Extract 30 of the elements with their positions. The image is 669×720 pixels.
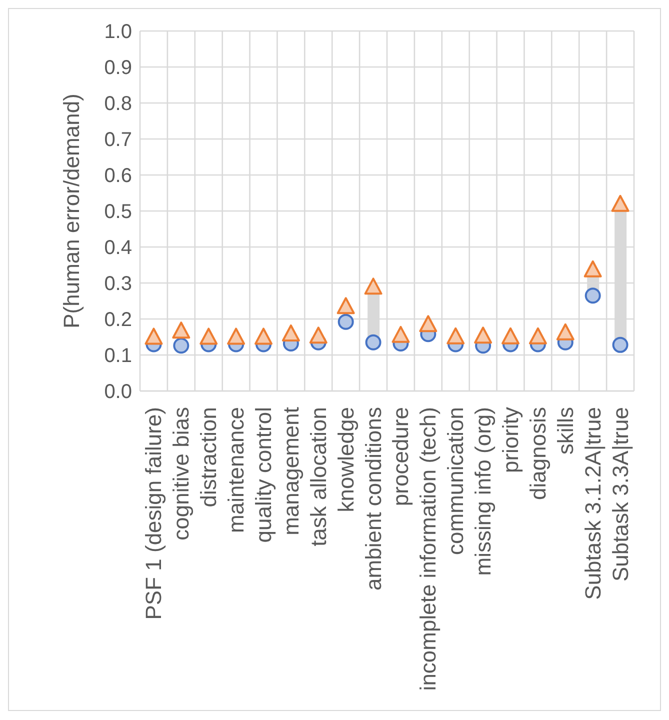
y-tick-label: 0.3: [104, 273, 132, 296]
x-tick-label: Subtask 3.3A|true: [608, 407, 633, 582]
x-tick-label: knowledge: [333, 407, 358, 512]
y-axis-title: P(human error/demand): [58, 94, 84, 328]
x-tick-label: incomplete information (tech): [416, 407, 441, 691]
y-tick-label: 0.9: [104, 57, 132, 80]
x-tick-label: distraction: [196, 407, 222, 508]
x-tick-label: management: [278, 407, 304, 536]
x-tick-label: procedure: [388, 407, 414, 506]
y-tick-label: 1.0: [104, 21, 132, 44]
x-tick-label: cognitive bias: [168, 407, 194, 540]
y-tick-label: 0.1: [104, 345, 132, 368]
x-tick-label: PSF 1 (design failure): [141, 407, 166, 620]
y-tick-label: 0.2: [104, 309, 132, 332]
x-tick-label: quality control: [251, 407, 276, 543]
x-tick-label: priority: [498, 407, 523, 474]
y-tick-label: 0.7: [104, 129, 132, 152]
y-tick-label: 0.8: [104, 93, 132, 116]
x-tick-label: missing info (org): [470, 407, 496, 576]
x-tick-label: ambient conditions: [360, 407, 386, 590]
x-tick-label: task allocation: [306, 407, 331, 546]
y-tick-label: 0.0: [104, 381, 132, 404]
y-tick-label: 0.6: [104, 165, 132, 188]
y-tick-label: 0.4: [104, 237, 132, 260]
x-tick-label: skills: [552, 407, 578, 455]
x-tick-label: communication: [443, 407, 468, 555]
y-tick-label: 0.5: [104, 201, 132, 224]
x-tick-label: Subtask 3.1.2A|true: [580, 407, 606, 600]
x-tick-label: diagnosis: [525, 407, 550, 500]
x-tick-label: maintenance: [224, 407, 249, 533]
